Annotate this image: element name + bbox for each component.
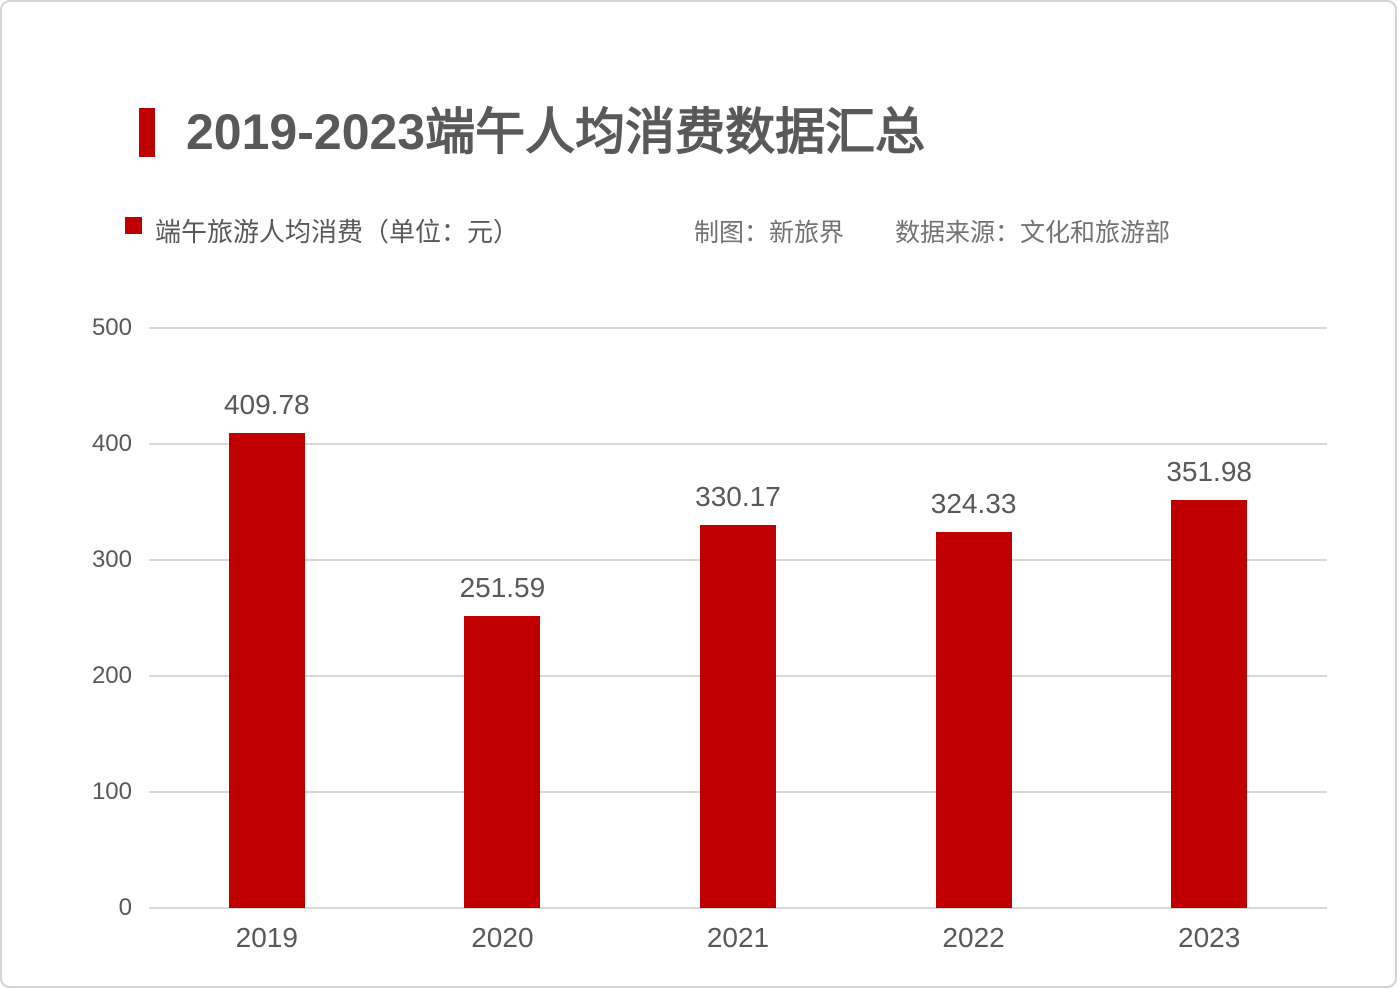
credit-author: 制图：新旅界 [694,219,845,247]
title-accent-bar [139,108,155,157]
page-title: 2019-2023端午人均消费数据汇总 [186,104,926,160]
bar-value-label: 330.17 [695,481,781,513]
bar-2023 [1171,499,1248,908]
gridline [149,443,1327,445]
bar-slot: 351.98 [1091,328,1327,908]
y-tick-label: 0 [118,894,132,921]
gridline [149,907,1327,909]
legend-label: 端午旅游人均消费（单位：元） [155,217,520,247]
x-tick-label: 2022 [942,922,1005,953]
y-axis-labels: 500 400 300 200 100 0 [42,314,132,921]
bar-value-label: 351.98 [1166,455,1252,487]
bar-2020 [464,616,541,908]
y-tick-label: 200 [91,662,132,689]
bar-value-label: 409.78 [223,388,310,420]
y-tick-label: 400 [91,430,132,457]
plot-area: 409.78 251.59 330.17 324.33 351.98 [149,327,1327,909]
bar-2021 [699,525,776,908]
bar-slot: 251.59 [385,328,621,908]
y-tick-label: 300 [91,546,132,573]
bar-2022 [935,531,1012,908]
gridline [149,327,1327,329]
bar-value-label: 251.59 [459,572,546,604]
bar-slot: 324.33 [856,328,1092,908]
x-tick-label: 2023 [1178,922,1241,953]
bar-slot: 330.17 [620,328,856,908]
x-tick-label: 2020 [471,922,534,953]
bar-slot: 409.78 [149,328,385,908]
x-tick-label: 2019 [235,922,298,953]
y-tick-label: 100 [91,778,132,805]
y-tick-label: 500 [91,314,132,341]
bar-2019 [228,432,305,908]
legend-color-swatch [125,217,142,234]
bar-value-label: 324.33 [930,487,1017,519]
bars: 409.78 251.59 330.17 324.33 351.98 [149,328,1327,908]
x-axis-labels: 2019 2020 2021 2022 2023 [149,922,1327,954]
x-tick-label: 2021 [706,922,770,953]
credit-source: 数据来源：文化和旅游部 [895,219,1171,247]
